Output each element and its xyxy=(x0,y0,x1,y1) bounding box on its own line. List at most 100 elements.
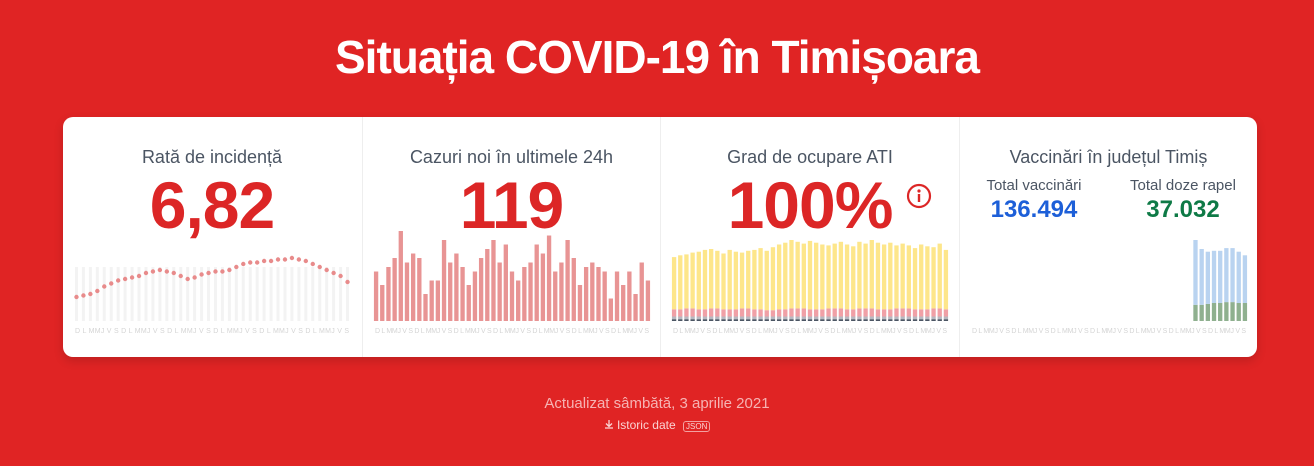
bar xyxy=(472,271,477,321)
bar-segment xyxy=(727,319,732,321)
bar-segment xyxy=(764,316,769,320)
bar-segment xyxy=(814,319,819,321)
bar-segment xyxy=(671,309,677,317)
mini-chart: D L MMJ V S D L MMJ V S D L MMJ V S D L … xyxy=(74,255,350,335)
bar-segment xyxy=(696,319,701,321)
bar-segment xyxy=(715,319,720,321)
bar xyxy=(589,262,594,321)
bar-segment xyxy=(906,316,912,320)
bar-segment xyxy=(906,245,912,309)
bar-segment xyxy=(795,319,800,321)
bar-segment xyxy=(708,316,714,320)
dot xyxy=(248,260,253,265)
bar xyxy=(478,258,483,321)
download-icon xyxy=(604,420,613,429)
bar-segment xyxy=(770,310,776,317)
bar-segment xyxy=(875,242,881,310)
bar xyxy=(632,294,638,321)
dot xyxy=(234,264,239,270)
bar-segment xyxy=(1217,303,1222,321)
bar-segment xyxy=(801,316,806,320)
bar-segment xyxy=(746,250,751,309)
bar-segment xyxy=(684,254,689,309)
bar-segment xyxy=(721,316,726,320)
bar-segment xyxy=(801,319,806,321)
bar-segment xyxy=(900,308,905,317)
bar-segment xyxy=(832,308,837,317)
bar-segment xyxy=(752,249,757,310)
dot xyxy=(150,269,156,274)
dot xyxy=(282,257,288,262)
bar-segment xyxy=(925,316,930,320)
dot xyxy=(102,284,107,289)
dot xyxy=(143,270,149,276)
bar-segment xyxy=(838,316,844,320)
bar xyxy=(385,267,391,321)
bar-segment xyxy=(702,249,708,310)
bar xyxy=(459,267,465,321)
bar-segment xyxy=(814,242,819,310)
bar-segment xyxy=(869,308,874,317)
bar-segment xyxy=(690,316,695,320)
bar-segment xyxy=(739,319,745,321)
bar-segment xyxy=(919,309,924,317)
bar-segment xyxy=(931,308,936,317)
bar-segment xyxy=(684,316,689,320)
bar-segment xyxy=(776,244,782,310)
history-text[interactable]: Istoric date xyxy=(616,418,676,432)
card-column: Cazuri noi în ultimele 24h 119 D L MMJ V S… xyxy=(361,117,661,357)
bar xyxy=(466,285,471,321)
bar-segment xyxy=(900,316,905,320)
bar-segment xyxy=(746,308,751,317)
bar xyxy=(398,231,403,321)
bar xyxy=(515,280,520,321)
card-title: Vaccinări în județul Timiș xyxy=(1009,147,1208,167)
json-badge[interactable]: JSON xyxy=(683,421,711,432)
x-labels: D L MMJ V S D L MMJ V S D L MMJ V S D L … xyxy=(75,328,349,335)
bar-segment xyxy=(807,309,813,317)
bar-segment xyxy=(925,309,930,317)
bar-segment xyxy=(888,316,893,320)
bar xyxy=(534,244,539,321)
bar-segment xyxy=(733,316,739,320)
bar xyxy=(552,271,557,321)
bar-segment xyxy=(826,245,831,309)
bar xyxy=(602,271,607,321)
history-link[interactable]: Istoric date JSON xyxy=(0,418,1314,432)
bar-segment xyxy=(826,319,831,321)
bar-segment xyxy=(708,319,714,321)
bar-segment xyxy=(1223,302,1229,321)
bar-segment xyxy=(727,316,732,320)
bar-segment xyxy=(807,240,813,310)
bar-segment xyxy=(1205,251,1210,304)
bar-segment xyxy=(764,250,769,311)
info-icon[interactable] xyxy=(906,183,932,214)
bar-segment xyxy=(875,319,881,321)
bar xyxy=(422,294,428,321)
bar-segment xyxy=(888,242,893,310)
dot xyxy=(157,267,163,273)
bar-segment xyxy=(832,316,837,320)
bar-segment xyxy=(1229,248,1235,303)
bar-segment xyxy=(1236,303,1241,321)
bar-segment xyxy=(758,319,763,321)
bar-segment xyxy=(746,316,751,320)
bar-segment xyxy=(690,319,695,321)
bar-segment xyxy=(690,252,695,309)
dot xyxy=(206,270,211,276)
bar-segment xyxy=(943,249,949,310)
bar-segment xyxy=(690,308,695,317)
bar-segment xyxy=(912,319,918,321)
bar xyxy=(429,280,434,321)
bar-segment xyxy=(678,255,683,310)
bar xyxy=(447,262,452,321)
bar-segment xyxy=(678,319,683,321)
bar-segment xyxy=(826,308,831,317)
stat-value: 37.032 xyxy=(1146,196,1220,223)
bar-segment xyxy=(1229,302,1235,321)
mini-chart: D L MMJ V S D L MMJ V S D L MMJ V S D L … xyxy=(671,240,949,335)
bar xyxy=(453,253,459,321)
bar-segment xyxy=(820,316,825,320)
bar-segment xyxy=(919,316,924,320)
